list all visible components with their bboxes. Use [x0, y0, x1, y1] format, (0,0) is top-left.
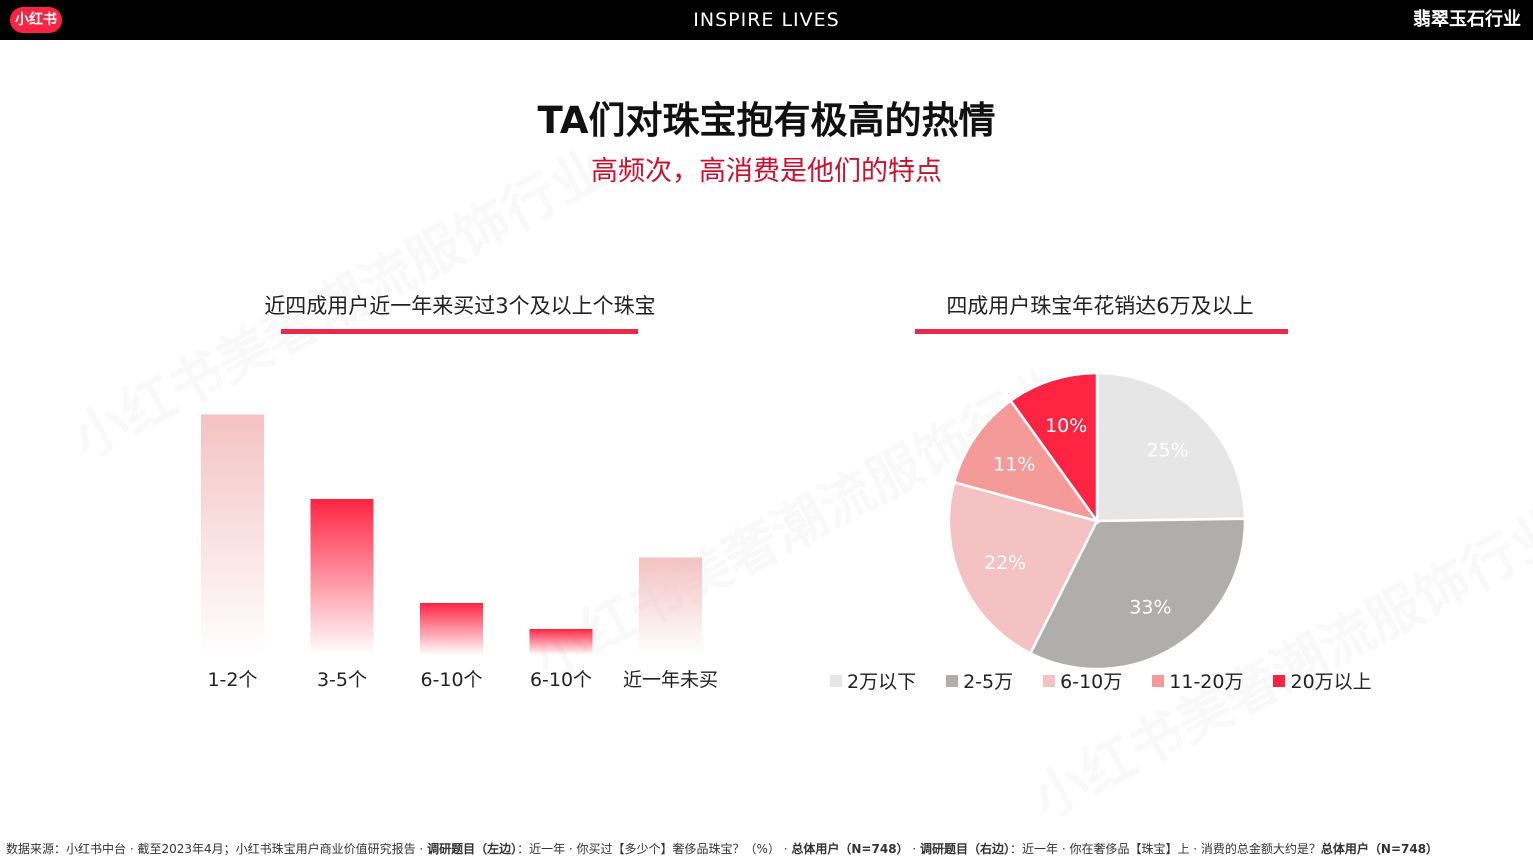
- legend-swatch: [946, 674, 959, 687]
- brand-logo: 小红书: [10, 7, 62, 33]
- pie-slice: [1095, 371, 1247, 523]
- footnote-source: 数据来源：小红书中台 · 截至2023年4月；小红书珠宝用户商业价值研究报告 ·: [6, 842, 428, 856]
- page-title: TA们对珠宝抱有极高的热情: [537, 99, 996, 142]
- bar: [201, 414, 264, 655]
- pie-value-label: 11%: [993, 454, 1035, 476]
- legend-swatch: [830, 674, 842, 687]
- legend-swatch: [1273, 674, 1286, 687]
- legend-label: 2万以下: [847, 671, 917, 693]
- pie-value-label: 33%: [1129, 596, 1171, 618]
- legend-item: 2万以下: [830, 667, 916, 694]
- legend-item: 6-10万: [1043, 667, 1122, 694]
- pie-value-label: 22%: [984, 552, 1026, 574]
- legend-swatch: [1043, 674, 1056, 687]
- legend-item: 11-20万: [1152, 667, 1243, 694]
- pie-legend: 2万以下 2-5万 6-10万 11-20万 20万以上: [830, 667, 1402, 694]
- bar-category-label: 3-5个: [317, 669, 367, 691]
- footnote: 数据来源：小红书中台 · 截至2023年4月；小红书珠宝用户商业价值研究报告 ·…: [6, 840, 1529, 857]
- banner-text: INSPIRE LIVES: [693, 9, 840, 31]
- bar-category-label: 6-10个: [420, 669, 482, 691]
- footnote-q-left: ：近一年 · 你买过【多少个】奢侈品珠宝？（%） ·: [517, 842, 792, 856]
- legend-label: 2-5万: [963, 671, 1014, 693]
- bar: [639, 557, 702, 655]
- pie-slice: [1028, 517, 1247, 671]
- bar-chart-title: 近四成用户近一年来买过3个及以上个珠宝: [264, 294, 656, 318]
- footnote-total-right: 总体用户（N=748）: [1320, 842, 1439, 856]
- legend-swatch: [1152, 674, 1165, 687]
- pie-chart-title: 四成用户珠宝年花销达6万及以上: [946, 294, 1254, 318]
- bar-category-label: 近一年未买: [623, 669, 718, 691]
- pie-slice: [1009, 371, 1099, 525]
- pie-slice: [947, 480, 1099, 655]
- bar: [529, 629, 593, 655]
- footnote-q-right: ：近一年 · 你在奢侈品【珠宝】上 · 消费的总金额大约是？: [1010, 842, 1321, 856]
- bar-chart-underline: [281, 329, 638, 334]
- pie-chart-underline: [915, 329, 1288, 334]
- legend-item: 20万以上: [1273, 667, 1372, 694]
- legend-label: 11-20万: [1169, 671, 1244, 693]
- bar: [420, 603, 483, 655]
- bar: [310, 499, 374, 655]
- bar-category-label: 1-2个: [207, 669, 257, 691]
- top-bar: INSPIRE LIVES 小红书 翡翠玉石行业: [0, 0, 1533, 40]
- footnote-sep: ·: [908, 842, 920, 856]
- industry-label: 翡翠玉石行业: [1413, 9, 1521, 30]
- pie-value-label: 10%: [1045, 415, 1087, 437]
- legend-item: 2-5万: [946, 667, 1013, 694]
- legend-label: 20万以上: [1290, 671, 1372, 693]
- footnote-q-left-label: 调研题目（左边）: [427, 842, 518, 856]
- page-subtitle: 高频次，高消费是他们的特点: [591, 156, 942, 187]
- pie-slice: [952, 398, 1101, 524]
- bar-category-label: 6-10个: [530, 669, 592, 691]
- footnote-q-right-label: 调研题目（右边）: [920, 842, 1011, 856]
- legend-label: 6-10万: [1060, 671, 1123, 693]
- pie-value-label: 25%: [1146, 439, 1188, 461]
- footnote-total-left: 总体用户（N=748）: [791, 842, 909, 856]
